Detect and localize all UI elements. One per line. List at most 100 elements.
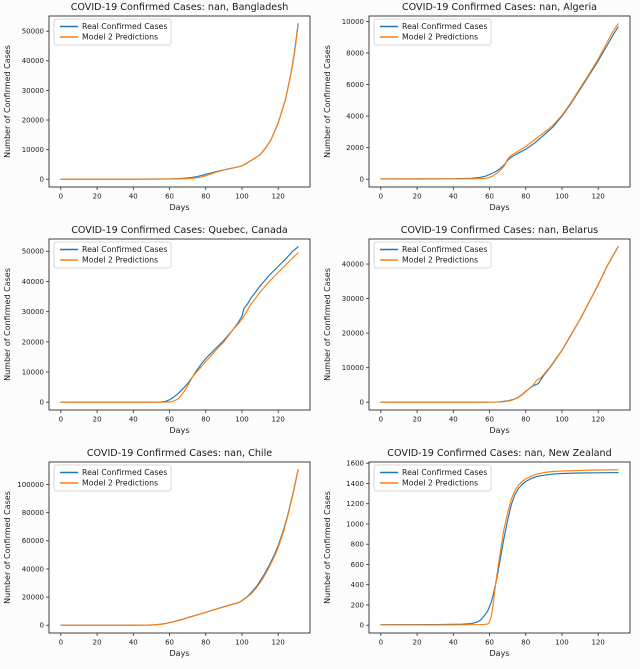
y-axis-label: Number of Confirmed Cases (3, 491, 12, 604)
legend: Real Confirmed Cases Model 2 Predictions (53, 241, 172, 269)
y-axis-label: Number of Confirmed Cases (323, 45, 332, 158)
x-tick-label: 80 (201, 416, 210, 424)
legend-label: Model 2 Predictions (402, 33, 478, 42)
series-line-model (60, 24, 299, 180)
y-tick-label: 10000 (22, 146, 44, 154)
legend-box (373, 18, 492, 46)
x-tick-label: 120 (592, 193, 605, 201)
y-tick-label: 40000 (22, 565, 44, 573)
y-tick-label: 20000 (22, 338, 44, 346)
y-tick-label: 20000 (342, 330, 364, 338)
y-tick-label: 0 (40, 399, 44, 407)
y-tick-label: 0 (40, 176, 44, 184)
legend-label: Real Confirmed Cases (402, 245, 487, 254)
y-tick-label: 200 (351, 601, 364, 609)
x-tick-label: 100 (555, 416, 568, 424)
legend-box (373, 241, 492, 269)
x-tick-label: 40 (449, 416, 458, 424)
y-tick-label: 800 (351, 541, 364, 549)
y-tick-label: 6000 (346, 81, 364, 89)
y-tick-label: 1600 (346, 460, 364, 468)
series-line-model (60, 469, 299, 626)
legend: Real Confirmed Cases Model 2 Predictions (373, 464, 492, 492)
x-tick-label: 80 (521, 416, 530, 424)
x-tick-label: 80 (521, 193, 530, 201)
series-line-model (380, 469, 619, 626)
legend-label: Model 2 Predictions (402, 479, 478, 488)
legend-label: Real Confirmed Cases (402, 22, 487, 31)
x-tick-label: 60 (165, 416, 174, 424)
x-tick-label: 0 (379, 416, 383, 424)
y-tick-label: 40000 (22, 57, 44, 65)
x-tick-label: 20 (93, 416, 102, 424)
y-tick-label: 50000 (22, 28, 44, 36)
chart-new-zealand: COVID-19 Confirmed Cases: nan, New Zeala… (320, 446, 640, 669)
x-tick-label: 20 (413, 193, 422, 201)
y-tick-label: 8000 (346, 49, 364, 57)
x-axis-label: Days (490, 649, 510, 658)
legend-label: Model 2 Predictions (402, 256, 478, 265)
y-tick-label: 40000 (342, 260, 364, 268)
y-tick-label: 10000 (342, 18, 364, 26)
y-tick-label: 1000 (346, 520, 364, 528)
chart-canvas: COVID-19 Confirmed Cases: nan, Chile 0 20 4… (3, 448, 311, 658)
y-tick-label: 40000 (22, 278, 44, 286)
chart-canvas: COVID-19 Confirmed Cases: nan, Banglades… (3, 2, 311, 212)
chart-title: COVID-19 Confirmed Cases: nan, New Zeala… (387, 448, 611, 459)
legend-box (53, 18, 172, 46)
x-tick-label: 120 (592, 639, 605, 647)
series-line-real (380, 472, 619, 626)
x-tick-label: 40 (129, 193, 138, 201)
y-axis-label: Number of Confirmed Cases (3, 268, 12, 381)
chart-chile: COVID-19 Confirmed Cases: nan, Chile 0 20 4… (0, 446, 320, 669)
chart-title: COVID-19 Confirmed Cases: nan, Banglades… (71, 2, 289, 13)
y-tick-label: 80000 (22, 509, 44, 517)
y-tick-label: 0 (360, 399, 364, 407)
x-tick-label: 80 (521, 639, 530, 647)
chart-canvas: COVID-19 Confirmed Cases: nan, New Zeala… (323, 448, 631, 658)
x-axis-label: Days (490, 203, 510, 212)
y-tick-label: 4000 (346, 112, 364, 120)
chart-title: COVID-19 Confirmed Cases: nan, Algeria (402, 2, 597, 13)
y-tick-label: 10000 (22, 368, 44, 376)
x-tick-label: 40 (449, 193, 458, 201)
y-tick-label: 0 (40, 622, 44, 630)
chart-title: COVID-19 Confirmed Cases: nan, Belarus (401, 225, 598, 236)
x-tick-label: 0 (379, 639, 383, 647)
chart-title: COVID-19 Confirmed Cases: nan, Chile (87, 448, 272, 459)
x-tick-label: 20 (93, 193, 102, 201)
legend-label: Real Confirmed Cases (82, 245, 167, 254)
x-tick-label: 100 (555, 639, 568, 647)
legend-box (53, 464, 172, 492)
legend-label: Real Confirmed Cases (82, 22, 167, 31)
legend-label: Model 2 Predictions (82, 479, 158, 488)
y-tick-label: 1400 (346, 480, 364, 488)
y-tick-label: 50000 (22, 248, 44, 256)
y-tick-label: 0 (360, 622, 364, 630)
legend-label: Real Confirmed Cases (402, 468, 487, 477)
chart-quebec-canada: COVID-19 Confirmed Cases: Quebec, Canada… (0, 223, 320, 446)
x-axis-label: Days (490, 426, 510, 435)
y-axis-label: Number of Confirmed Cases (323, 268, 332, 381)
legend-label: Model 2 Predictions (82, 256, 158, 265)
x-tick-label: 80 (201, 639, 210, 647)
chart-canvas: COVID-19 Confirmed Cases: Quebec, Canada… (3, 225, 311, 435)
x-tick-label: 60 (485, 416, 494, 424)
legend: Real Confirmed Cases Model 2 Predictions (373, 18, 492, 46)
x-tick-label: 40 (129, 639, 138, 647)
legend-box (53, 241, 172, 269)
x-tick-label: 40 (449, 639, 458, 647)
series-line-real (380, 26, 619, 180)
x-tick-label: 20 (413, 416, 422, 424)
y-tick-label: 2000 (346, 144, 364, 152)
x-tick-label: 120 (592, 416, 605, 424)
chart-bangladesh: COVID-19 Confirmed Cases: nan, Banglades… (0, 0, 320, 223)
y-tick-label: 30000 (22, 308, 44, 316)
x-tick-label: 120 (272, 193, 285, 201)
x-tick-label: 0 (59, 639, 63, 647)
legend-box (373, 464, 492, 492)
series-line-model (380, 246, 619, 403)
x-axis-label: Days (170, 426, 190, 435)
chart-belarus: COVID-19 Confirmed Cases: nan, Belarus 0 2… (320, 223, 640, 446)
